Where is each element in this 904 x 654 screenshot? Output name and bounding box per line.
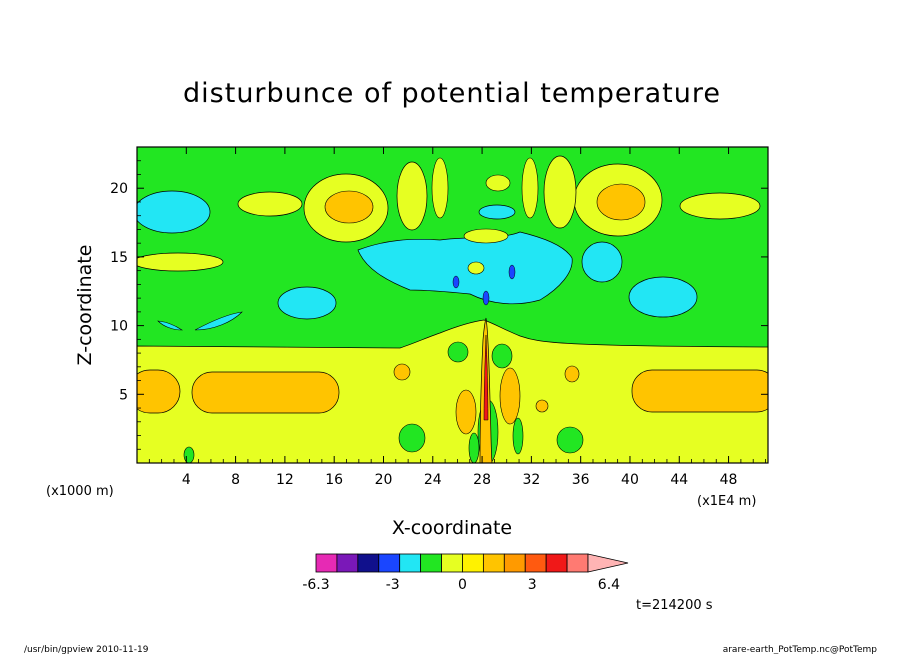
cell-yellow-6 bbox=[396, 161, 428, 231]
x-tick-label: 16 bbox=[325, 472, 343, 488]
x-tick-label: 12 bbox=[276, 472, 294, 488]
cell-yellow-11 bbox=[485, 174, 511, 192]
central-plume-core bbox=[483, 334, 489, 421]
cell-orange-low-5 bbox=[499, 367, 521, 425]
cell-orange-low-4 bbox=[455, 389, 477, 435]
cell-cyan-1 bbox=[137, 190, 211, 234]
cell-green-mid-4 bbox=[512, 417, 524, 455]
colorbar-label: -6.3 bbox=[302, 577, 329, 593]
colorbar-arrow bbox=[587, 553, 629, 573]
cell-green-mid-5 bbox=[468, 432, 480, 463]
cell-cyan-streak-1 bbox=[194, 311, 243, 331]
cell-green-low-2 bbox=[556, 426, 584, 454]
x-tick-label: 8 bbox=[231, 472, 240, 488]
y-tick-label: 5 bbox=[119, 387, 128, 403]
colorbar-swatch bbox=[462, 553, 484, 573]
colorbar-swatch bbox=[378, 553, 401, 573]
band-orange-left-2 bbox=[191, 371, 340, 414]
y-axis-label: Z-coordinate bbox=[74, 245, 96, 366]
cell-cyan-streak-2 bbox=[157, 320, 183, 331]
colorbar-label: 3 bbox=[528, 577, 537, 593]
x-tick-label: 24 bbox=[424, 472, 442, 488]
cell-orange-5 bbox=[596, 183, 646, 221]
chart-title: disturbunce of potential temperature bbox=[183, 78, 721, 109]
band-orange-right bbox=[631, 369, 768, 413]
colorbar: -6.3 -3 0 3 6.4 bbox=[302, 553, 629, 593]
cell-green-mid-2 bbox=[491, 343, 513, 369]
cell-cyan-arc bbox=[357, 231, 573, 305]
cell-cyan-3 bbox=[628, 276, 698, 318]
cell-orange-low-1 bbox=[393, 363, 411, 381]
y-unit-label: (x1000 m) bbox=[46, 484, 114, 499]
x-tick-label: 48 bbox=[720, 472, 738, 488]
field-yellow-lower bbox=[137, 319, 768, 463]
colorbar-swatch bbox=[420, 553, 442, 573]
cell-blue-3 bbox=[508, 264, 516, 280]
y-axis: 5 10 15 20 bbox=[110, 160, 768, 450]
x-tick-label: 20 bbox=[375, 472, 393, 488]
colorbar-label: 6.4 bbox=[598, 577, 620, 593]
x-axis: 4 8 12 16 20 24 28 32 36 40 44 48 bbox=[148, 147, 766, 488]
x-axis-label: X-coordinate bbox=[392, 517, 512, 539]
x-tick-label: 28 bbox=[473, 472, 491, 488]
cell-green-mid-1 bbox=[447, 341, 469, 363]
cell-yellow-7 bbox=[543, 155, 577, 229]
cell-yellow-12 bbox=[467, 261, 485, 275]
cell-orange-low-2 bbox=[564, 365, 580, 383]
colorbar-label: 0 bbox=[458, 577, 467, 593]
colorbar-label: -3 bbox=[386, 577, 400, 593]
colorbar-swatch bbox=[357, 553, 380, 573]
cell-cyan-4 bbox=[478, 204, 516, 220]
x-tick-label: 4 bbox=[182, 472, 191, 488]
plot-frame bbox=[136, 146, 769, 464]
x-tick-label: 36 bbox=[572, 472, 590, 488]
cell-yellow-1 bbox=[237, 191, 303, 217]
cell-orange-low-3 bbox=[535, 399, 549, 413]
footer-right: arare-earth_PotTemp.nc@PotTemp bbox=[723, 645, 878, 654]
colorbar-swatch bbox=[503, 553, 526, 573]
colorbar-swatch bbox=[566, 553, 589, 573]
colorbar-swatch bbox=[315, 553, 338, 573]
y-tick-label: 10 bbox=[110, 319, 128, 335]
footer-left: /usr/bin/gpview 2010-11-19 bbox=[24, 645, 149, 654]
cell-orange-4 bbox=[324, 190, 374, 224]
y-tick-label: 20 bbox=[110, 181, 128, 197]
cell-yellow-10 bbox=[463, 228, 509, 244]
x-unit-label: (x1E4 m) bbox=[697, 494, 756, 509]
cell-green-low-3 bbox=[183, 446, 195, 463]
cell-blue-2 bbox=[482, 290, 490, 306]
cell-blue-1 bbox=[452, 275, 460, 289]
band-orange-left-1 bbox=[137, 369, 181, 414]
cell-cyan-2 bbox=[277, 286, 337, 320]
colorbar-swatch bbox=[336, 553, 359, 573]
cell-cyan-5 bbox=[581, 241, 623, 283]
y-tick-label: 15 bbox=[110, 250, 128, 266]
cell-yellow-9 bbox=[521, 157, 539, 219]
colorbar-swatch bbox=[399, 553, 422, 573]
x-tick-label: 32 bbox=[522, 472, 540, 488]
x-tick-label: 40 bbox=[621, 472, 639, 488]
cell-yellow-3 bbox=[679, 192, 761, 220]
plot-area bbox=[137, 147, 768, 463]
colorbar-swatch bbox=[482, 553, 505, 573]
colorbar-swatch bbox=[441, 553, 463, 573]
colorbar-swatch bbox=[545, 553, 568, 573]
cell-green-low-1 bbox=[398, 423, 426, 453]
x-tick-label: 44 bbox=[670, 472, 688, 488]
cell-yellow-2 bbox=[137, 252, 224, 272]
colorbar-swatch bbox=[524, 553, 547, 573]
cell-yellow-8 bbox=[431, 157, 449, 219]
time-label: t=214200 s bbox=[636, 598, 713, 613]
